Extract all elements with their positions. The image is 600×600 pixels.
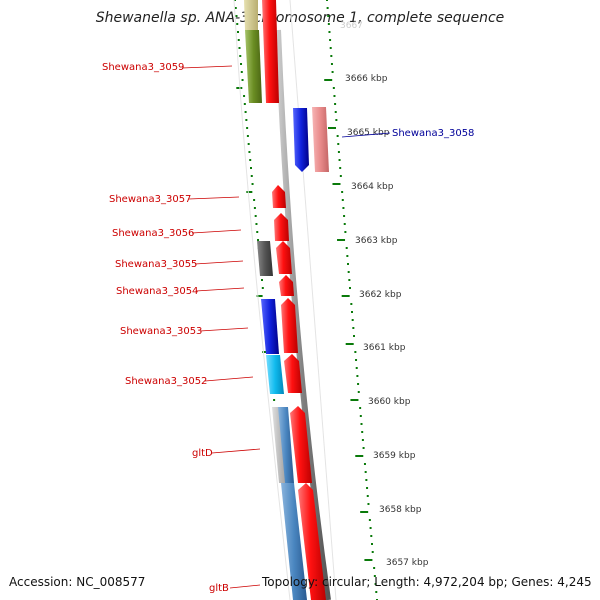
feature-red-3056[interactable] xyxy=(274,213,289,241)
scale-label: 3658 kbp xyxy=(379,505,422,515)
topology-text: Topology: circular; Length: 4,972,204 bp… xyxy=(262,575,592,589)
gene-label-3055[interactable]: Shewana3_3055 xyxy=(115,259,197,270)
gene-features[interactable] xyxy=(244,0,329,600)
feature-blue-3053[interactable] xyxy=(261,299,279,354)
scale-label: 3665 kbp xyxy=(347,128,390,138)
feature-pink-3058[interactable] xyxy=(312,107,329,172)
feature-red-gltB[interactable] xyxy=(298,483,326,600)
feature-cyan-3052[interactable] xyxy=(266,355,284,394)
gene-label-3054[interactable]: Shewana3_3054 xyxy=(116,286,198,297)
scale-label: 3659 kbp xyxy=(373,451,416,461)
feature-red-3052[interactable] xyxy=(284,354,302,393)
map-title: Shewanella sp. ANA-3 chromosome 1, compl… xyxy=(95,10,505,26)
scale-label-partial: 3667 xyxy=(340,21,363,31)
scale-label: 3666 kbp xyxy=(345,74,388,84)
feature-khaki[interactable] xyxy=(244,0,258,30)
gene-label-3057[interactable]: Shewana3_3057 xyxy=(109,194,191,205)
gene-labels[interactable]: Shewana3_3059 Shewana3_3058 Shewana3_305… xyxy=(102,62,474,594)
feature-red-gltD[interactable] xyxy=(290,406,312,483)
gene-label-3059[interactable]: Shewana3_3059 xyxy=(102,62,184,73)
gene-label-3052[interactable]: Shewana3_3052 xyxy=(125,376,207,387)
gene-label-gltD[interactable]: gltD xyxy=(192,448,213,459)
scale-label: 3662 kbp xyxy=(359,290,402,300)
feature-steel-gltB[interactable] xyxy=(281,483,307,600)
scale-label: 3663 kbp xyxy=(355,236,398,246)
scale-labels: 3667 3666 kbp 3665 kbp 3664 kbp 3663 kbp… xyxy=(340,21,429,568)
backbone xyxy=(233,0,337,600)
feature-steel-gltD[interactable] xyxy=(278,407,294,483)
feature-red-3057[interactable] xyxy=(272,185,286,208)
feature-red-3055[interactable] xyxy=(276,241,292,274)
scale-label: 3657 kbp xyxy=(386,558,429,568)
feature-gray-3055[interactable] xyxy=(257,241,273,276)
scale-label: 3660 kbp xyxy=(368,397,411,407)
feature-blue-3058[interactable] xyxy=(293,108,309,172)
feature-red-3054[interactable] xyxy=(279,275,294,296)
gene-label-3053[interactable]: Shewana3_3053 xyxy=(120,326,202,337)
feature-red-3053[interactable] xyxy=(281,298,298,353)
gene-label-3058[interactable]: Shewana3_3058 xyxy=(392,128,474,139)
accession-text: Accession: NC_008577 xyxy=(9,575,146,589)
feature-red-top[interactable] xyxy=(262,0,279,103)
scale-label: 3661 kbp xyxy=(363,343,406,353)
feature-olive-3059[interactable] xyxy=(245,30,262,103)
gene-label-3056[interactable]: Shewana3_3056 xyxy=(112,228,194,239)
gene-label-gltB[interactable]: gltB xyxy=(209,583,229,594)
scale-label: 3664 kbp xyxy=(351,182,394,192)
